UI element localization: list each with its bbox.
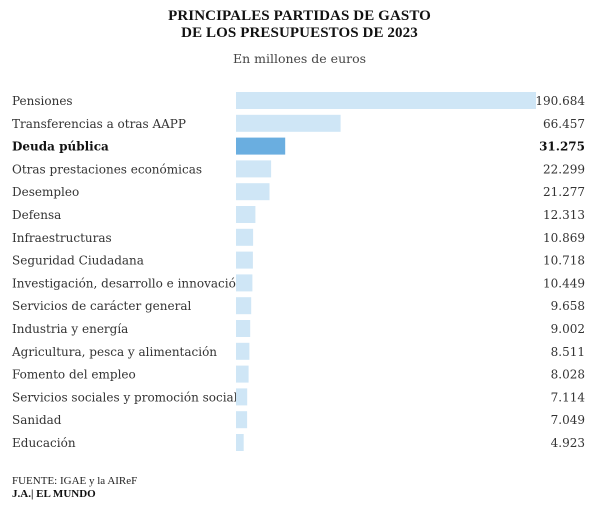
category-label: Pensiones: [12, 94, 73, 108]
bar-6: [236, 206, 256, 223]
category-label: Seguridad Ciudadana: [12, 254, 144, 268]
category-label: Agricultura, pesca y alimentación: [11, 345, 217, 359]
bar-15: [236, 411, 248, 429]
bar-14: [236, 388, 248, 406]
credit-note: J.A.| EL MUNDO: [12, 488, 96, 500]
bar-8: [236, 251, 253, 269]
bar-4: [236, 160, 272, 178]
value-label: 10.718: [543, 254, 585, 268]
bar-1: [236, 92, 536, 109]
bar-16: [236, 434, 244, 451]
bar-12: [236, 342, 250, 360]
bar-11: [236, 320, 251, 337]
value-label: 12.313: [543, 208, 585, 222]
value-label: 10.449: [543, 276, 585, 290]
value-label: 10.869: [543, 231, 585, 245]
value-label: 8.511: [551, 345, 585, 359]
bar-9: [236, 274, 253, 292]
value-label: 9.658: [551, 299, 585, 313]
value-label: 4.923: [551, 436, 585, 450]
value-label: 66.457: [543, 117, 585, 131]
chart-title-line-2: DE LOS PRESUPUESTOS DE 2023: [181, 25, 418, 41]
chart-title-line-1: PRINCIPALES PARTIDAS DE GASTO: [168, 8, 431, 24]
category-label: Investigación, desarrollo e innovación: [12, 276, 244, 290]
category-label: Infraestructuras: [12, 231, 112, 245]
value-label: 190.684: [535, 94, 585, 108]
category-label: Otras prestaciones económicas: [12, 162, 202, 176]
bar-2: [236, 114, 341, 132]
source-note: FUENTE: IGAE y la AIReF: [12, 475, 138, 487]
chart-subtitle: En millones de euros: [232, 51, 367, 66]
category-label: Sanidad: [12, 413, 62, 427]
category-label: Servicios de carácter general: [12, 299, 191, 313]
category-label: Educación: [12, 436, 76, 450]
bar-7: [236, 228, 254, 246]
category-label: Transferencias a otras AAPP: [12, 117, 186, 131]
category-label: Fomento del empleo: [12, 368, 136, 382]
bar-10: [236, 297, 252, 315]
category-label: Industria y energía: [12, 322, 128, 336]
bar-3: [236, 137, 286, 155]
value-label: 7.114: [551, 390, 586, 404]
value-label: 8.028: [551, 368, 585, 382]
value-label: 31.275: [539, 140, 585, 154]
category-label: Desempleo: [12, 185, 79, 199]
value-label: 9.002: [551, 322, 585, 336]
bar-5: [236, 183, 270, 201]
category-label: Deuda pública: [12, 140, 109, 154]
bar-13: [236, 365, 249, 383]
value-label: 7.049: [551, 413, 585, 427]
value-label: 22.299: [543, 162, 585, 176]
category-label: Defensa: [12, 208, 61, 222]
category-label: Servicios sociales y promoción social: [12, 390, 238, 404]
value-label: 21.277: [543, 185, 585, 199]
